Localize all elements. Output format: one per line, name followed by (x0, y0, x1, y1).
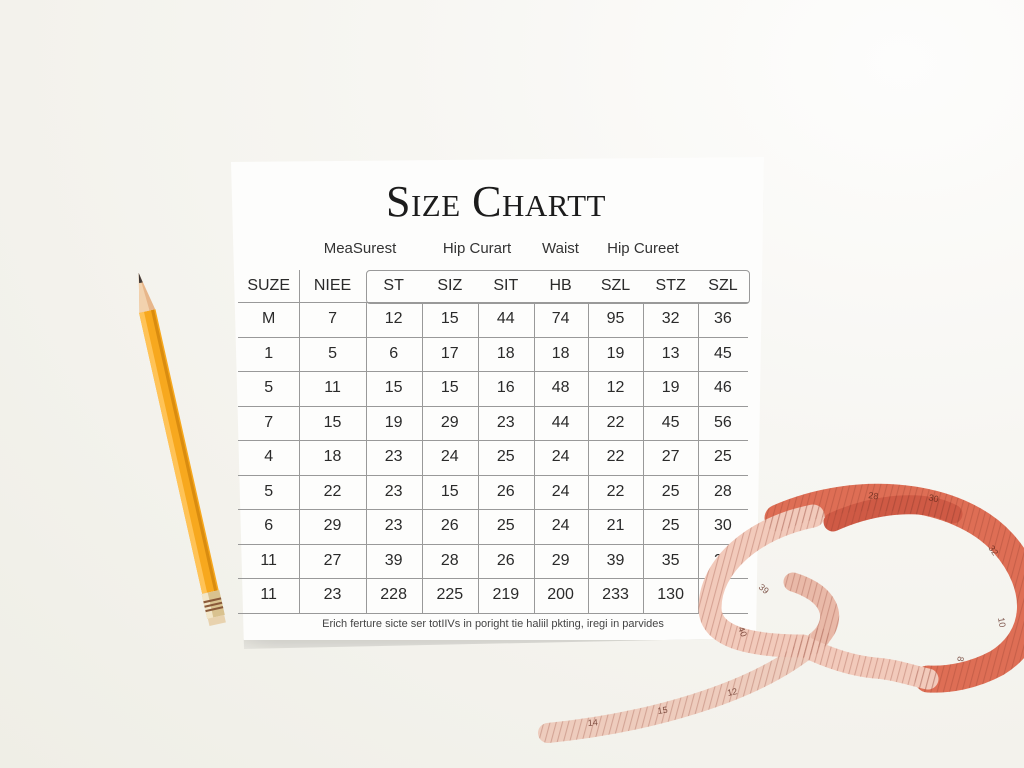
svg-text:14: 14 (587, 717, 598, 728)
svg-text:10: 10 (996, 617, 1008, 629)
svg-text:8: 8 (955, 656, 966, 663)
svg-text:12: 12 (726, 686, 738, 698)
svg-text:28: 28 (868, 490, 879, 501)
svg-text:15: 15 (657, 705, 668, 716)
svg-text:39: 39 (757, 582, 771, 596)
